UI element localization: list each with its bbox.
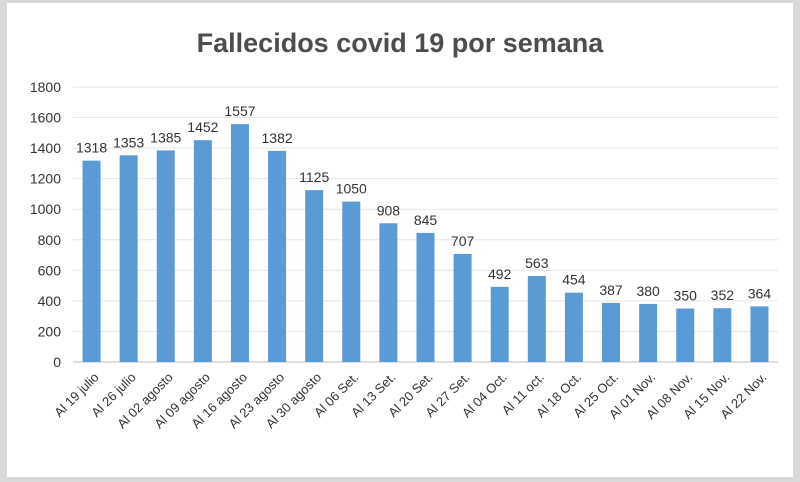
data-label: 563 xyxy=(525,255,549,271)
bar xyxy=(750,306,769,362)
bar xyxy=(156,150,175,362)
y-tick-label: 1800 xyxy=(30,79,61,95)
data-label: 1353 xyxy=(113,134,144,150)
y-tick-label: 1400 xyxy=(30,140,61,156)
bar xyxy=(527,275,546,362)
bar xyxy=(379,223,398,362)
bar xyxy=(490,286,509,362)
bar xyxy=(564,292,583,362)
data-label: 364 xyxy=(748,285,772,301)
bar xyxy=(639,303,658,362)
data-label: 380 xyxy=(636,283,660,299)
bar xyxy=(82,160,101,362)
data-label: 492 xyxy=(488,266,512,282)
y-tick-label: 400 xyxy=(38,293,62,309)
y-tick-label: 0 xyxy=(53,354,61,370)
y-tick-label: 1200 xyxy=(30,171,61,187)
bar-chart: Fallecidos covid 19 por semana 1318 1353 1… xyxy=(30,28,778,432)
data-label: 1385 xyxy=(150,129,181,145)
bar xyxy=(602,302,621,362)
bar xyxy=(676,308,695,362)
bar xyxy=(193,140,212,362)
data-label: 845 xyxy=(414,212,438,228)
y-axis: 0 200 400 600 800 1000 1200 1400 1600 1800 xyxy=(30,79,61,370)
data-label: 454 xyxy=(562,272,586,288)
bar xyxy=(305,190,324,362)
bar xyxy=(268,150,287,362)
bar xyxy=(119,155,138,362)
data-label: 908 xyxy=(377,202,401,218)
bar xyxy=(416,232,435,362)
chart-panel: Fallecidos covid 19 por semana 1318 1353 1… xyxy=(7,3,793,477)
bar xyxy=(230,124,249,362)
data-label: 707 xyxy=(451,233,475,249)
data-label: 1050 xyxy=(336,181,367,197)
y-tick-label: 800 xyxy=(38,232,62,248)
data-labels: 1318 1353 1385 1452 1557 1382 1125 1050 908 845 70… xyxy=(76,103,771,303)
bar xyxy=(713,308,732,362)
data-label: 387 xyxy=(599,282,623,298)
y-tick-label: 200 xyxy=(38,323,62,339)
data-label: 1318 xyxy=(76,140,107,156)
data-label: 1557 xyxy=(224,103,255,119)
y-tick-label: 1600 xyxy=(30,110,61,126)
chart-title: Fallecidos covid 19 por semana xyxy=(197,28,605,58)
bar xyxy=(453,253,472,362)
y-tick-label: 1000 xyxy=(30,201,61,217)
data-label: 1452 xyxy=(187,119,218,135)
data-label: 1125 xyxy=(299,169,329,185)
data-label: 352 xyxy=(711,287,735,303)
data-label: 350 xyxy=(674,288,698,304)
data-label: 1382 xyxy=(262,130,293,146)
bars xyxy=(82,124,769,362)
y-tick-label: 600 xyxy=(38,262,62,278)
bar xyxy=(342,201,361,362)
